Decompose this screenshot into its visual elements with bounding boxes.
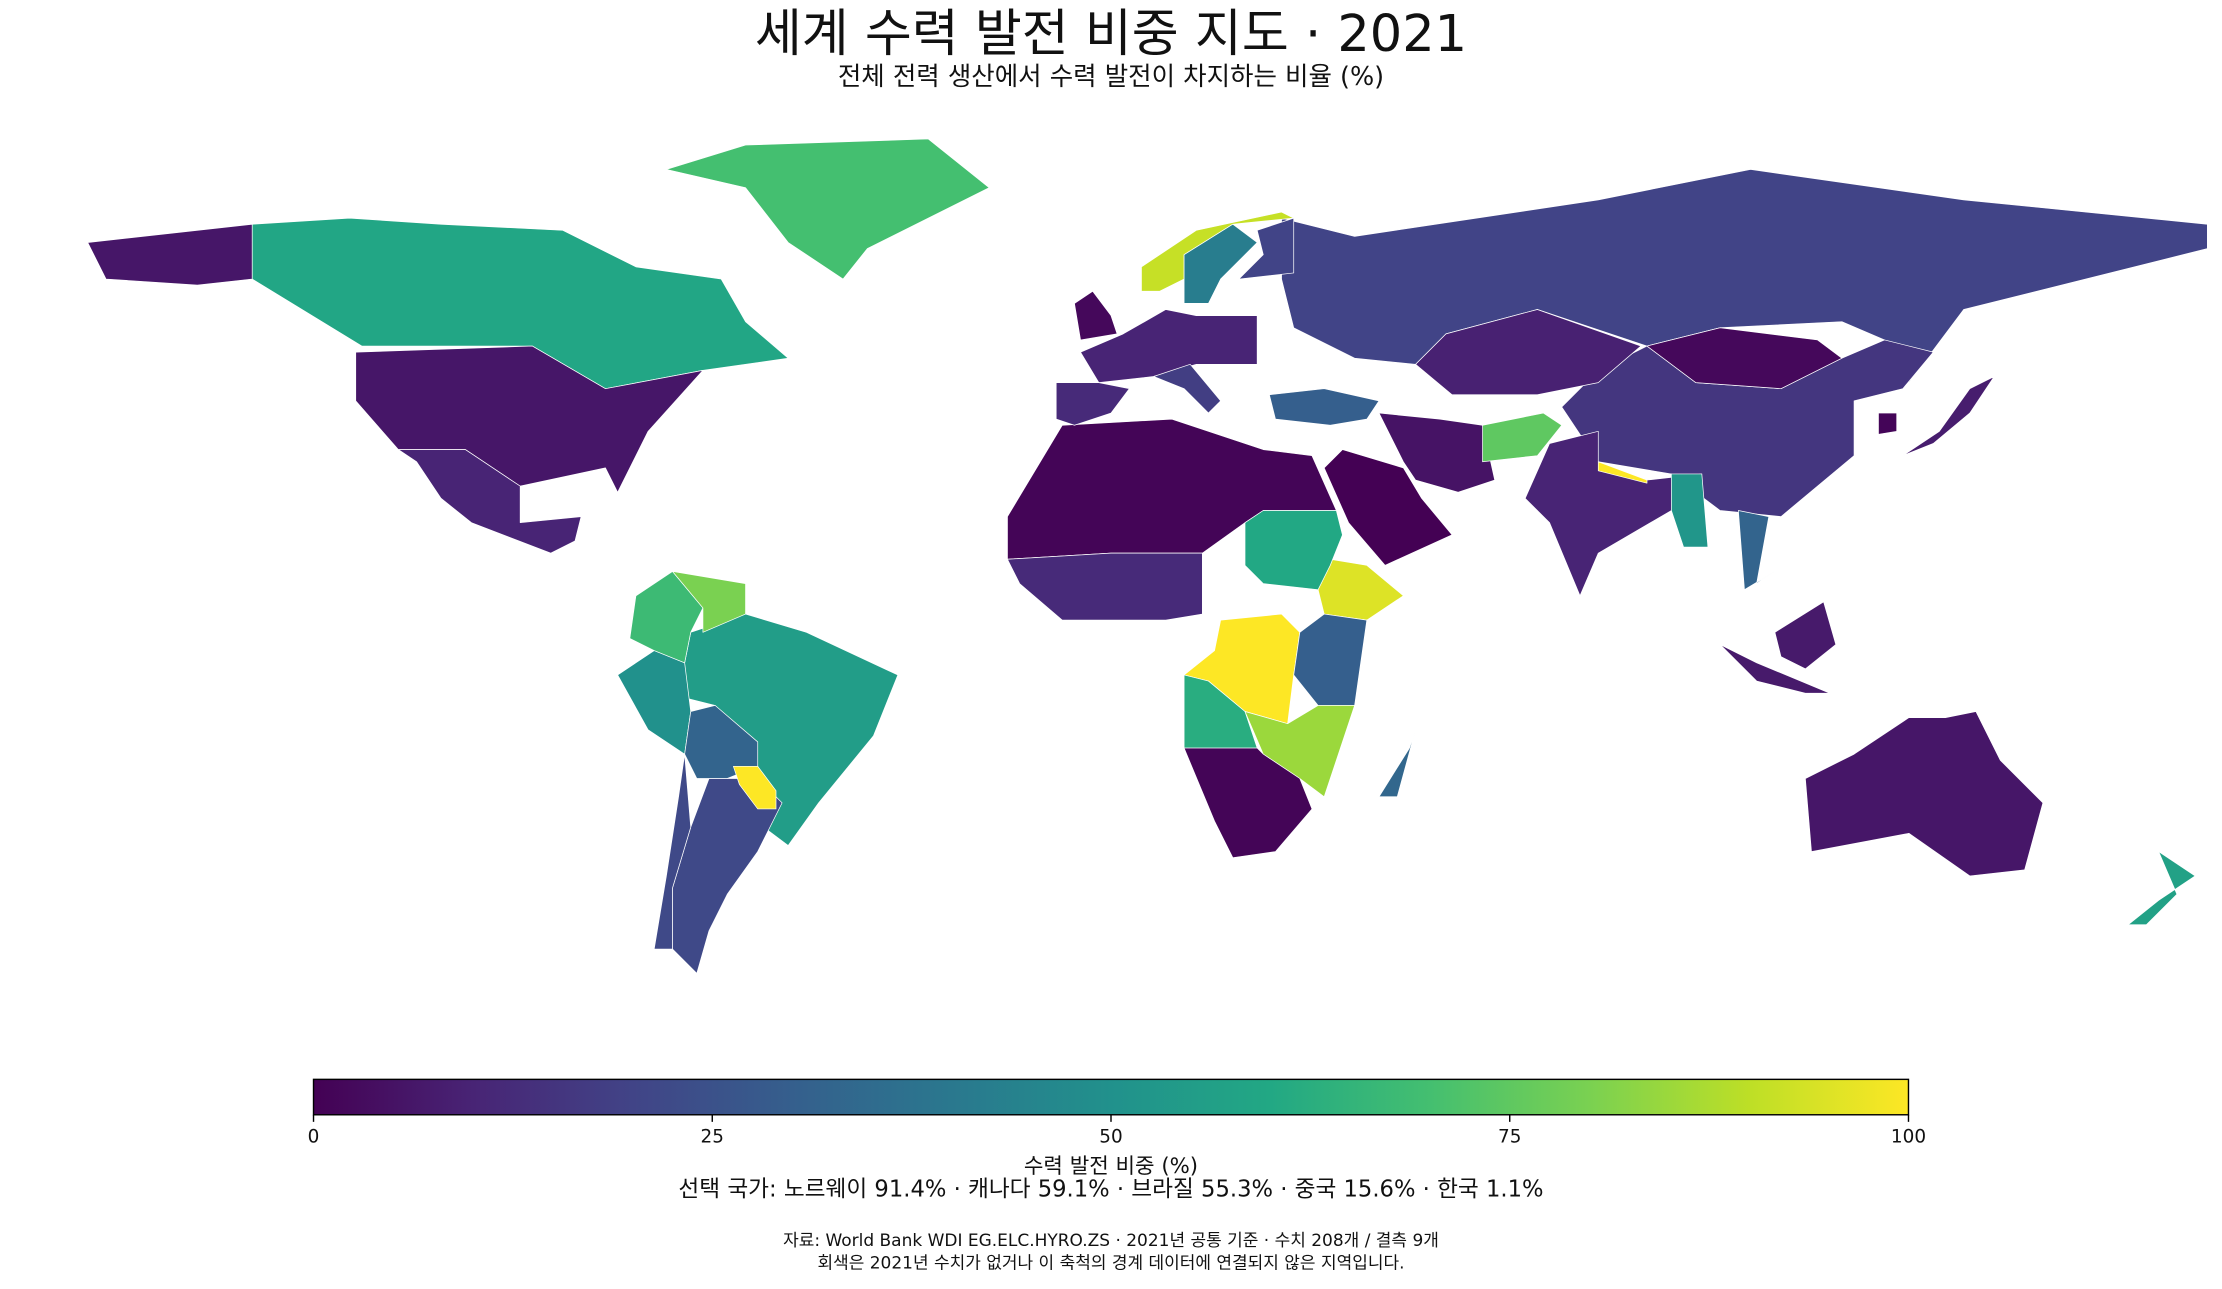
colorbar-label: 수력 발전 비중 (%) xyxy=(1024,1154,1198,1179)
region xyxy=(1007,552,1203,621)
region xyxy=(1671,473,1709,548)
missing-note: 회색은 2021년 수치가 없거나 이 축척의 경계 데이터에 연결되지 않은 … xyxy=(817,1254,1404,1274)
map xyxy=(87,138,2208,974)
region xyxy=(251,217,789,390)
region xyxy=(1378,729,1416,798)
region xyxy=(1323,449,1453,566)
region xyxy=(1153,363,1221,414)
region xyxy=(1074,290,1118,341)
colorbar-tick-label: 0 xyxy=(308,1126,320,1147)
colorbar-tick-label: 75 xyxy=(1498,1126,1521,1147)
colorbar xyxy=(312,1078,1910,1116)
region xyxy=(1244,510,1343,591)
region xyxy=(1902,376,1995,457)
region xyxy=(1805,711,2044,877)
region xyxy=(666,138,990,280)
region xyxy=(1415,309,1642,396)
region xyxy=(1738,510,1776,591)
annotation: 선택 국가: 노르웨이 91.4% · 캐나다 59.1% · 브라질 55.3… xyxy=(678,1176,1543,1202)
region xyxy=(733,765,777,810)
region xyxy=(1183,674,1258,749)
region xyxy=(1378,412,1496,493)
region xyxy=(1183,747,1313,859)
region xyxy=(1269,388,1380,426)
region xyxy=(1317,558,1404,621)
region xyxy=(1689,601,1837,694)
chart-subtitle: 전체 전력 생산에서 수력 발전이 차지하는 비율 (%) xyxy=(838,62,1384,92)
source-note: 자료: World Bank WDI EG.ELC.HYRO.ZS · 2021… xyxy=(783,1231,1439,1251)
colorbar-tick-label: 25 xyxy=(701,1126,724,1147)
region xyxy=(398,449,582,554)
region xyxy=(1878,412,1898,435)
region xyxy=(653,753,692,950)
region xyxy=(1141,211,1295,292)
region xyxy=(1238,217,1295,280)
region xyxy=(2127,851,2196,926)
region xyxy=(617,650,692,755)
region xyxy=(1183,223,1258,304)
region xyxy=(1646,327,1843,390)
chart-title: 세계 수력 발전 비중 지도 · 2021 xyxy=(755,5,1467,64)
region xyxy=(87,223,704,493)
colorbar-tick-label: 50 xyxy=(1099,1126,1122,1147)
region xyxy=(1293,613,1368,706)
region xyxy=(1597,461,1648,484)
region xyxy=(672,571,746,633)
region xyxy=(1482,412,1563,463)
colorbar-tick-label: 100 xyxy=(1891,1126,1926,1147)
region xyxy=(1080,309,1258,383)
region xyxy=(1055,382,1130,426)
